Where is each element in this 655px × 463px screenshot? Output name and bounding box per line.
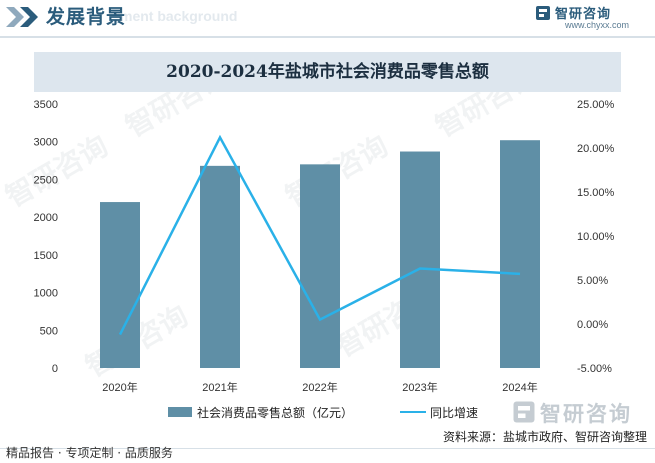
y-left-tick-label: 1500	[34, 250, 58, 262]
bar	[500, 140, 540, 368]
section-title: 发展背景	[46, 6, 127, 28]
y-left-tick-label: 0	[52, 363, 58, 375]
brand-url: www.chyxx.com	[565, 20, 630, 30]
bar	[300, 164, 340, 368]
y-right-tick-label: 10.00%	[577, 231, 615, 243]
footer-divider	[0, 448, 655, 449]
bottom-brand-name: 智研咨询	[540, 402, 632, 426]
y-left-tick-label: 3500	[34, 99, 58, 111]
y-right-tick-label: 0.00%	[577, 319, 608, 331]
x-tick-label: 2020年	[102, 380, 137, 394]
brand-logo-icon	[513, 401, 535, 423]
header: ment background 发展背景 智研咨询 www.chyxx.com	[0, 0, 655, 38]
growth-line	[118, 134, 521, 336]
bar	[100, 202, 140, 368]
x-tick-label: 2021年	[202, 380, 237, 394]
brand-logo-icon	[536, 6, 550, 20]
x-tick-label: 2024年	[502, 380, 537, 394]
y-right-tick-label: 20.00%	[577, 143, 615, 155]
x-tick-label: 2022年	[302, 380, 337, 394]
source-note: 资料来源：盐城市政府、智研咨询整理	[442, 430, 647, 444]
y-left-tick-label: 2500	[34, 174, 58, 186]
bar	[200, 165, 240, 368]
y-right-tick-label: 5.00%	[577, 275, 608, 287]
y-right-tick-label: 15.00%	[577, 187, 615, 199]
chart-title: 2020-2024年盐城市社会消费品零售总额	[166, 62, 489, 82]
chart: 0 500 1000 1500 2000 2500 3000 3500 -5.00% 0.00%…	[34, 99, 615, 394]
y-left-tick-label: 1000	[34, 288, 58, 300]
y-left-tick-label: 2000	[34, 212, 58, 224]
header-watermark: ment background	[120, 8, 238, 24]
x-tick-label: 2023年	[402, 380, 437, 394]
legend-bar-swatch	[168, 407, 192, 417]
legend: 社会消费品零售总额（亿元） 同比增速	[0, 402, 655, 422]
footer-text: 精品报告 · 专项定制 · 品质服务	[6, 446, 173, 460]
brand-name: 智研咨询	[555, 7, 612, 22]
header-divider	[0, 36, 655, 38]
y-left-tick-label: 500	[40, 325, 58, 337]
legend-line-label: 同比增速	[430, 406, 479, 420]
chart-title-bar: 2020-2024年盐城市社会消费品零售总额	[34, 52, 621, 92]
y-left-tick-label: 3000	[34, 137, 58, 149]
y-right-tick-label: 25.00%	[577, 99, 615, 111]
bottom-brand: 智研咨询	[510, 398, 650, 426]
brand: 智研咨询 www.chyxx.com	[535, 3, 647, 33]
chevron-double-right-icon	[6, 7, 38, 27]
legend-line-swatch	[400, 411, 426, 413]
bar	[400, 151, 440, 368]
y-right-tick-label: -5.00%	[577, 363, 612, 375]
legend-bar-label: 社会消费品零售总额（亿元）	[197, 406, 354, 420]
